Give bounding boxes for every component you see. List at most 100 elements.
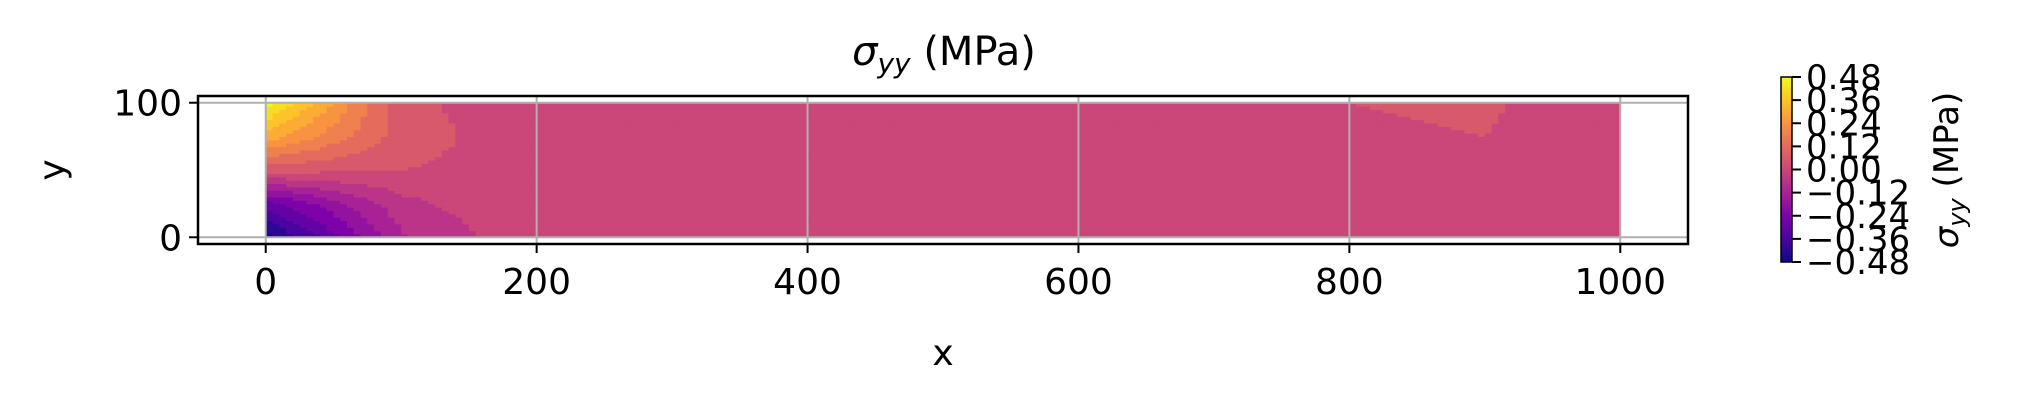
field-cell: [468, 116, 477, 121]
field-cell: [509, 230, 517, 235]
field-cell: [360, 213, 368, 218]
field-cell: [550, 200, 558, 205]
field-cell: [787, 112, 795, 117]
field-cell: [489, 136, 497, 141]
field-cell: [773, 170, 782, 174]
field-cell: [821, 203, 829, 208]
field-cell: [1064, 180, 1073, 185]
field-cell: [800, 200, 809, 205]
field-cell: [963, 136, 971, 141]
field-cell: [672, 116, 680, 121]
field-cell: [712, 153, 721, 158]
field-cell: [861, 190, 870, 195]
field-cell: [949, 119, 958, 124]
field-cell: [1105, 146, 1113, 151]
field-cell: [584, 210, 592, 215]
field-cell: [529, 146, 538, 151]
field-cell: [1058, 166, 1066, 171]
field-cell: [746, 190, 754, 195]
field-cell: [340, 196, 348, 201]
field-cell: [353, 230, 362, 235]
field-cell: [983, 183, 992, 188]
field-cell: [1031, 196, 1039, 201]
field-cell: [645, 210, 653, 215]
field-cell: [888, 203, 897, 208]
field-cell: [265, 207, 274, 211]
field-cell: [319, 133, 328, 137]
field-cell: [909, 186, 917, 191]
field-cell: [631, 213, 639, 218]
field-cell: [1098, 200, 1107, 205]
field-cell: [868, 159, 876, 164]
field-cell: [353, 190, 362, 195]
field-cell: [997, 176, 1005, 181]
field-cell: [1105, 227, 1113, 232]
field-cell: [475, 166, 484, 171]
field-cell: [624, 136, 633, 141]
field-cell: [692, 227, 700, 232]
field-cell: [672, 109, 680, 114]
field-cell: [550, 210, 558, 215]
field-cell: [374, 166, 382, 171]
field-cell: [536, 153, 545, 158]
field-cell: [766, 210, 775, 215]
field-cell: [902, 163, 910, 168]
field-cell: [854, 116, 863, 121]
field-cell: [814, 122, 822, 127]
field-cell: [529, 119, 538, 124]
field-cell: [658, 143, 666, 148]
field-cell: [807, 193, 815, 198]
field-cell: [448, 233, 456, 238]
field-cell: [902, 176, 910, 181]
field-cell: [360, 159, 368, 164]
field-cell: [678, 217, 687, 222]
field-cell: [374, 213, 382, 218]
field-cell: [489, 213, 497, 218]
field-cell: [665, 170, 673, 174]
field-cell: [787, 129, 795, 134]
field-cell: [543, 112, 551, 117]
field-cell: [678, 163, 687, 168]
field-cell: [1051, 173, 1059, 178]
field-cell: [834, 223, 843, 228]
field-cell: [570, 213, 578, 218]
field-cell: [1071, 190, 1080, 195]
field-cell: [313, 109, 321, 114]
field-cell: [997, 126, 1005, 131]
field-cell: [529, 122, 538, 127]
field-cell: [780, 156, 788, 161]
field-cell: [584, 116, 592, 121]
field-cell: [705, 183, 714, 188]
field-cell: [841, 173, 849, 178]
field-cell: [719, 170, 727, 174]
field-cell: [1037, 217, 1046, 222]
field-cell: [888, 213, 897, 218]
field-cell: [875, 203, 883, 208]
field-cell: [895, 156, 903, 161]
field-cell: [760, 109, 768, 114]
field-cell: [617, 129, 626, 134]
field-cell: [435, 126, 443, 131]
field-cell: [1105, 213, 1113, 218]
field-cell: [367, 220, 375, 225]
field-cell: [1058, 196, 1066, 201]
field-cell: [848, 203, 856, 208]
field-cell: [502, 129, 511, 134]
field-cell: [475, 190, 484, 195]
field-cell: [279, 180, 287, 185]
field-cell: [705, 116, 714, 121]
field-cell: [617, 193, 626, 198]
field-cell: [1031, 166, 1039, 171]
field-cell: [1017, 203, 1025, 208]
field-cell: [678, 166, 687, 171]
field-cell: [543, 227, 551, 232]
field-cell: [441, 220, 450, 225]
field-cell: [685, 139, 694, 144]
field-cell: [834, 207, 843, 211]
field-cell: [888, 196, 897, 201]
field-cell: [502, 143, 511, 148]
field-cell: [441, 129, 450, 134]
field-cell: [279, 156, 287, 161]
field-cell: [319, 166, 328, 171]
field-cell: [326, 176, 335, 181]
